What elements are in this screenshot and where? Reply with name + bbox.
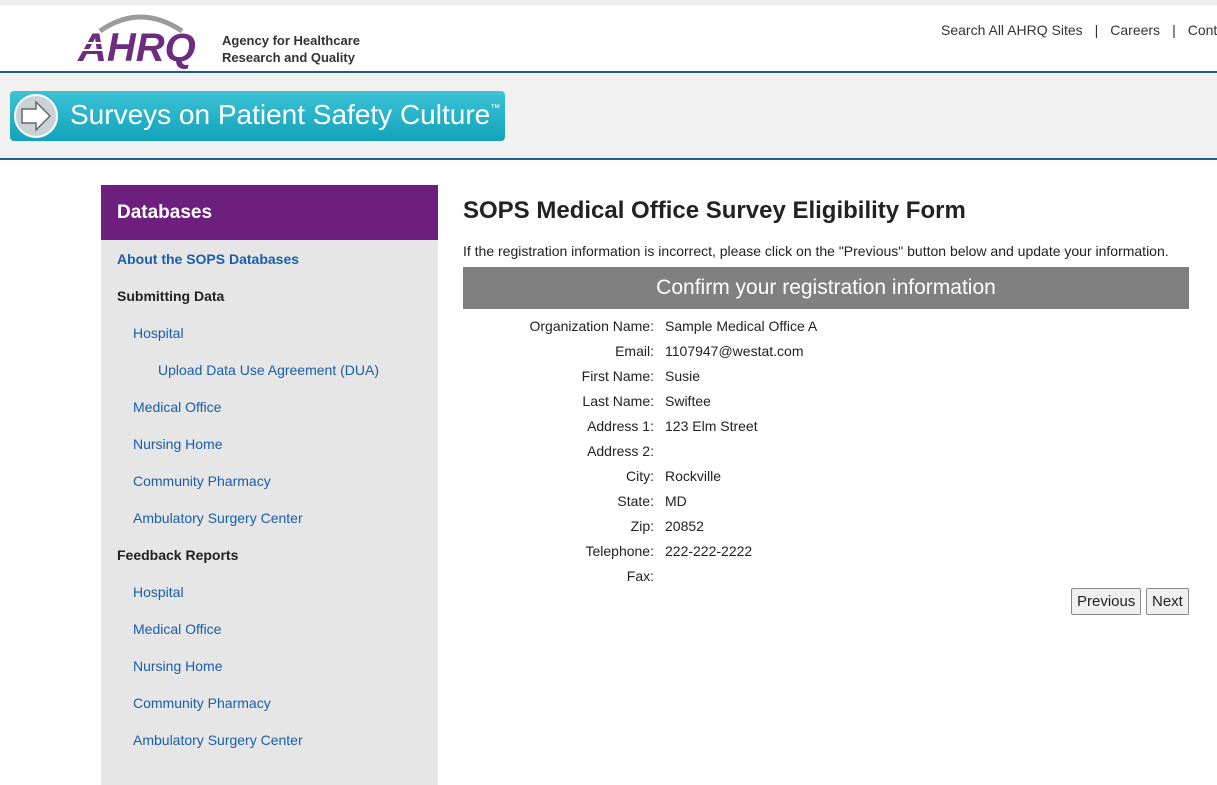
sops-banner[interactable]: Surveys on Patient Safety Culture™ <box>10 91 505 141</box>
field-value: Sample Medical Office A <box>665 318 818 334</box>
banner-icon <box>14 94 58 138</box>
top-strip <box>0 0 1217 5</box>
sidebar: Databases About the SOPS Databases Submit… <box>101 185 438 785</box>
logo-line: Agency for Healthcare <box>222 33 360 48</box>
sidebar-item[interactable]: Upload Data Use Agreement (DUA) <box>158 362 379 378</box>
field-value: 123 Elm Street <box>665 418 758 434</box>
banner-title: Surveys on Patient Safety Culture™ <box>70 99 500 131</box>
sidebar-title: Databases <box>101 185 438 240</box>
utility-link[interactable]: Contact Us <box>1187 22 1217 38</box>
form-button[interactable]: Next <box>1146 588 1189 615</box>
field-value: 20852 <box>665 518 704 534</box>
sidebar-item[interactable]: Hospital <box>133 584 184 600</box>
sidebar-item[interactable]: Nursing Home <box>133 658 223 674</box>
link-separator: | <box>1172 22 1176 38</box>
field-value: MD <box>665 493 687 509</box>
field-value: Swiftee <box>665 393 711 409</box>
logo-text: Agency for Healthcare Research and Quali… <box>222 32 360 66</box>
field-label: Address 1: <box>587 418 654 434</box>
utility-link[interactable]: Search All AHRQ Sites <box>941 22 1083 38</box>
banner: Surveys on Patient Safety Culture™ <box>0 73 1217 160</box>
field-label: Last Name: <box>582 393 654 409</box>
field-label: City: <box>626 468 654 484</box>
field-label: Organization Name: <box>529 318 654 334</box>
field-value: 1107947@westat.com <box>665 343 804 359</box>
banner-title-text: Surveys on Patient Safety Culture <box>70 99 491 130</box>
sidebar-item[interactable]: Submitting Data <box>117 288 225 304</box>
utility-link[interactable]: Careers <box>1110 22 1161 38</box>
sidebar-item[interactable]: Ambulatory Surgery Center <box>133 732 303 748</box>
sidebar-item[interactable]: Medical Office <box>133 621 222 637</box>
field-label: Address 2: <box>587 443 654 459</box>
sidebar-item[interactable]: Medical Office <box>133 399 222 415</box>
sidebar-item[interactable]: Community Pharmacy <box>133 473 271 489</box>
sidebar-item[interactable]: Community Pharmacy <box>133 695 271 711</box>
section-title: Confirm your registration information <box>463 267 1189 309</box>
trademark: ™ <box>490 103 501 114</box>
field-label: Zip: <box>630 518 654 534</box>
link-separator: | <box>1094 22 1099 38</box>
field-label: Telephone: <box>585 543 654 559</box>
field-label: State: <box>617 493 654 509</box>
field-value: Rockville <box>665 468 722 484</box>
form-button[interactable]: Previous <box>1071 588 1142 615</box>
instruction: If the registration information is incor… <box>463 243 1169 259</box>
ahrq-logo[interactable]: AHRQ <box>70 9 220 69</box>
page-title: SOPS Medical Office Survey Eligibility F… <box>463 197 966 224</box>
sidebar-item[interactable]: About the SOPS Databases <box>117 251 300 267</box>
sidebar-item[interactable]: Nursing Home <box>133 436 223 452</box>
field-label: First Name: <box>581 368 654 384</box>
sidebar-item[interactable]: Hospital <box>133 325 184 341</box>
field-value: Susie <box>665 368 701 384</box>
logo-line: Research and Quality <box>222 50 355 65</box>
utility-links: Search All AHRQ Sites | Careers | Contact Us <box>941 22 1217 38</box>
field-value: 222-222-2222 <box>665 543 753 559</box>
sidebar-item[interactable]: Ambulatory Surgery Center <box>133 510 303 526</box>
field-label: Fax: <box>626 568 654 584</box>
sidebar-item[interactable]: Feedback Reports <box>117 547 239 563</box>
field-label: Email: <box>615 343 654 359</box>
logo-acronym: AHRQ <box>77 26 196 69</box>
site-header: AHRQ Agency for Healthcare Research and … <box>0 5 1217 73</box>
